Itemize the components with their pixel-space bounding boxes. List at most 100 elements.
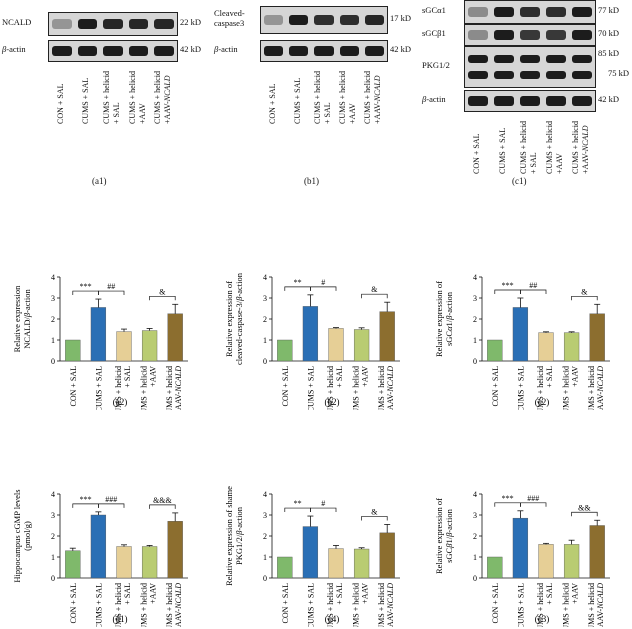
x-tick-label: CUMS + SAL bbox=[516, 583, 525, 627]
x-tick-label: CUMS + helicid bbox=[114, 366, 123, 410]
blot-row-label: sGCβ1 bbox=[422, 28, 446, 38]
significance-bracket bbox=[72, 290, 99, 296]
x-tick-label: CUMS + helicid bbox=[114, 583, 123, 627]
x-tick-label: +AAV bbox=[361, 583, 370, 604]
y-tick-label: 1 bbox=[263, 336, 267, 345]
blot-kd-label: 70 kD bbox=[598, 28, 620, 38]
blot-lane-label: CUMS + helicid +AAV-NCALD bbox=[571, 121, 590, 174]
bar bbox=[328, 548, 344, 579]
x-tick-label: + SAL bbox=[545, 583, 554, 605]
significance-bracket bbox=[520, 289, 547, 294]
significance-label: # bbox=[321, 278, 325, 287]
x-tick-label: CUMS + SAL bbox=[94, 366, 103, 410]
significance-label: ## bbox=[529, 281, 537, 290]
significance-bracket bbox=[284, 507, 311, 513]
blot-caption: (b1) bbox=[304, 176, 319, 186]
significance-label: ## bbox=[107, 282, 115, 291]
significance-bracket bbox=[361, 516, 388, 521]
y-tick-label: 4 bbox=[473, 273, 477, 282]
blot-band bbox=[103, 19, 123, 29]
significance-label: *** bbox=[80, 282, 92, 291]
x-tick-label: + SAL bbox=[335, 366, 344, 388]
significance-bracket bbox=[494, 502, 521, 507]
blot-kd-label: 77 kD bbox=[598, 5, 620, 15]
blot-band bbox=[520, 30, 540, 40]
chart-caption: (c2) bbox=[535, 397, 550, 407]
bar-chart-b2: 0 1 2 3 4 Relative expression of cleaved-caspa… bbox=[224, 272, 400, 410]
bar bbox=[167, 521, 183, 579]
blot-kd-label: 75 kD bbox=[608, 68, 630, 78]
y-tick-label: 0 bbox=[263, 357, 267, 366]
significance-bracket bbox=[149, 504, 176, 509]
blot-lane-label: CON + SAL bbox=[267, 83, 277, 124]
x-tick-label: CUMS + SAL bbox=[306, 366, 315, 410]
significance-label: & bbox=[371, 285, 378, 294]
x-tick-label: CUMS + helicid bbox=[165, 366, 174, 410]
blot-band bbox=[572, 96, 592, 106]
y-axis-label: Relative expression of shame bbox=[224, 486, 234, 586]
y-tick-label: 1 bbox=[473, 336, 477, 345]
blot-band bbox=[572, 30, 592, 40]
significance-label: *** bbox=[502, 494, 514, 503]
blot-lane-label: CUMS + SAL bbox=[498, 127, 507, 174]
blot-band bbox=[364, 46, 384, 56]
x-tick-label: +AAV-NCALD bbox=[386, 583, 395, 627]
bar bbox=[563, 544, 580, 579]
significance-label: ### bbox=[527, 494, 539, 503]
x-tick-label: +AAV-NCALD bbox=[596, 366, 605, 410]
bar bbox=[277, 339, 293, 362]
bar bbox=[116, 546, 132, 579]
y-tick-label: 3 bbox=[51, 294, 55, 303]
x-tick-label: CUMS + SAL bbox=[94, 583, 103, 627]
blot-lane-label: CUMS + SAL bbox=[81, 77, 91, 124]
bar bbox=[538, 332, 554, 362]
y-axis-label: sGCβ1/β-action bbox=[444, 508, 454, 563]
bar bbox=[167, 313, 183, 362]
x-tick-label: CUMS + helicid bbox=[326, 366, 335, 410]
significance-label: ### bbox=[105, 495, 117, 504]
blot-lane-label: CON + SAL bbox=[55, 83, 65, 124]
x-tick-label: CUMS + helicid bbox=[536, 583, 545, 627]
blot-band bbox=[494, 96, 514, 106]
blot-band bbox=[77, 46, 98, 56]
blot-row-label: β-actin bbox=[422, 94, 446, 104]
bar-chart-c4: 0 1 2 3 4 Relative expression of shame PKG1/2/… bbox=[224, 486, 400, 627]
blot-band bbox=[468, 55, 488, 63]
blot-band bbox=[520, 55, 540, 63]
bar-chart-c3: 0 1 2 3 4 Relative expression of sGCβ1/β-actio… bbox=[434, 490, 610, 627]
chart-caption: (c3) bbox=[535, 614, 550, 624]
y-tick-label: 3 bbox=[263, 511, 267, 520]
bar bbox=[353, 548, 370, 579]
bar bbox=[379, 311, 395, 362]
y-axis-label: Relative expression bbox=[12, 285, 22, 353]
blot-strip-3 bbox=[464, 90, 596, 112]
blot-band bbox=[572, 71, 592, 79]
significance-label: *** bbox=[502, 281, 514, 290]
bar bbox=[277, 556, 293, 579]
significance-bracket bbox=[361, 293, 388, 299]
x-tick-label: CUMS + helicid bbox=[377, 366, 386, 410]
bar-chart-a2: 0 1 2 3 4 Relative expression NCALD/β-action CO… bbox=[12, 273, 188, 410]
y-tick-label: 2 bbox=[473, 532, 477, 541]
blot-panel-a1: NCALD 22 kD β-actin 42 kD CON + SAL CUMS + SA… bbox=[0, 0, 210, 190]
blot-band bbox=[289, 15, 309, 25]
bar bbox=[302, 306, 319, 362]
bar bbox=[90, 514, 107, 579]
blot-caption: (c1) bbox=[512, 176, 527, 186]
chart-caption: (a2) bbox=[113, 397, 128, 407]
blot-band bbox=[572, 55, 592, 63]
blot-band bbox=[494, 30, 514, 40]
x-tick-label: CUMS + helicid bbox=[587, 366, 596, 410]
blot-band bbox=[520, 96, 540, 106]
x-tick-label: CUMS + helicid bbox=[326, 583, 335, 627]
significance-bracket bbox=[310, 507, 337, 513]
x-tick-label: CUMS + helicid bbox=[352, 583, 361, 627]
y-tick-label: 3 bbox=[473, 511, 477, 520]
y-tick-label: 0 bbox=[473, 574, 477, 583]
x-tick-label: +AAV bbox=[149, 366, 158, 387]
blot-band bbox=[314, 46, 334, 56]
blot-kd-label: 22 kD bbox=[180, 17, 202, 27]
blot-band bbox=[52, 46, 72, 56]
y-tick-label: 0 bbox=[263, 574, 267, 583]
y-tick-label: 3 bbox=[51, 511, 55, 520]
